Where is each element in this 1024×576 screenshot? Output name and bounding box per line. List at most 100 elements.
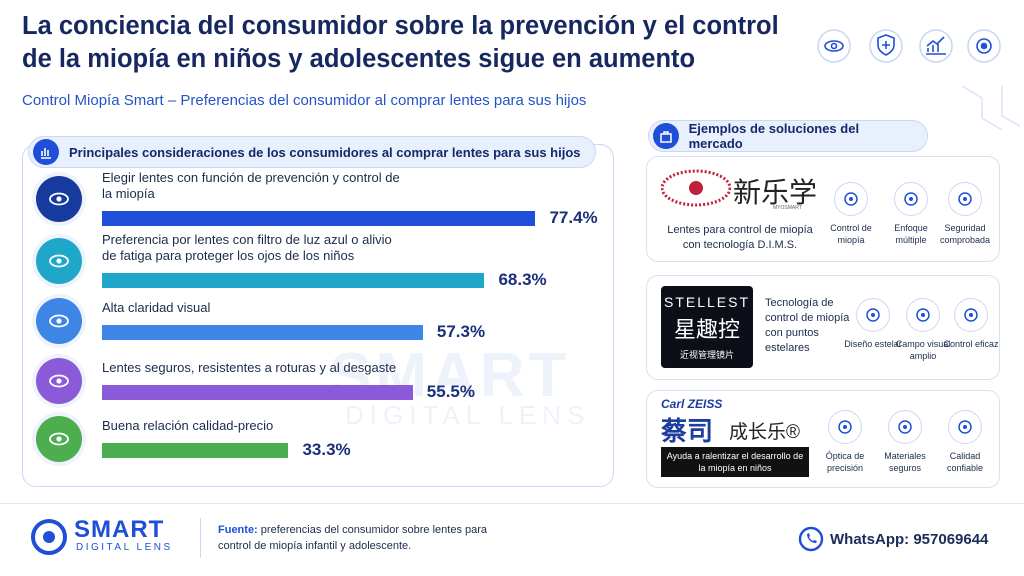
footer-logo-sub: DIGITAL LENS bbox=[76, 542, 173, 553]
chart-row: Preferencia por lentes con filtro de luz… bbox=[36, 232, 606, 290]
feature: Campo visual amplio bbox=[892, 298, 954, 362]
icon bbox=[904, 192, 918, 206]
row-icon bbox=[36, 358, 82, 404]
solutions-header: Ejemplos de soluciones del mercado bbox=[648, 120, 928, 152]
brand-sub: MYOSMART bbox=[773, 205, 802, 211]
feature-label: Óptica de precisión bbox=[825, 451, 865, 473]
icon bbox=[964, 308, 978, 322]
feature-icon bbox=[948, 410, 982, 444]
row-icon bbox=[36, 238, 82, 284]
card-description: Ayuda a ralentizar el desarrollo de la m… bbox=[661, 447, 809, 477]
value-label: 33.3% bbox=[302, 440, 351, 459]
category-label: Lentes seguros, resistentes a roturas y … bbox=[102, 360, 397, 375]
bar-line: 68.3% bbox=[102, 270, 606, 290]
chart-row: Alta claridad visual 57.3% bbox=[36, 292, 606, 350]
feature: Calidad confiable bbox=[934, 410, 996, 474]
value-label: 77.4% bbox=[549, 208, 598, 227]
chart-header-icon bbox=[33, 139, 59, 165]
feature-icon bbox=[834, 182, 868, 216]
icon bbox=[866, 308, 880, 322]
feature-label: Calidad confiable bbox=[946, 451, 984, 473]
row-body: Lentes seguros, resistentes a roturas y … bbox=[102, 360, 606, 402]
icon bbox=[660, 131, 672, 143]
value-label: 55.5% bbox=[426, 382, 475, 401]
divider bbox=[200, 518, 201, 558]
card-description: Lentes para control de miopía con tecnol… bbox=[667, 224, 813, 251]
icon bbox=[49, 314, 69, 328]
watermark-sub: DIGITAL LENS bbox=[345, 400, 591, 430]
card-description: Tecnología de control de miopía con punt… bbox=[765, 297, 850, 354]
icon bbox=[49, 192, 69, 206]
source-label: Fuente: bbox=[218, 524, 258, 536]
chart-row: Buena relación calidad-precio 33.3% bbox=[36, 410, 606, 468]
solution-card: Carl ZEISS 蔡司 成长乐® Ayuda a ralentizar el… bbox=[646, 390, 1000, 488]
icon bbox=[49, 374, 69, 388]
source: Fuente: preferencias del consumidor sobr… bbox=[218, 522, 488, 554]
row-body: Elegir lentes con función de prevención … bbox=[102, 170, 606, 228]
brand-name: STELLEST bbox=[663, 294, 751, 310]
feature: Materiales seguros bbox=[874, 410, 936, 474]
feature: Enfoque múltiple bbox=[880, 182, 942, 246]
brand-name: 新乐学 bbox=[733, 177, 818, 208]
icon bbox=[958, 192, 972, 206]
bar-line: 55.5% bbox=[102, 382, 606, 402]
brand-logo bbox=[661, 169, 731, 207]
feature-label: Control eficaz bbox=[943, 339, 999, 349]
bar bbox=[102, 442, 289, 458]
footer-logo: SMART bbox=[74, 516, 165, 543]
feature: Diseño estelar bbox=[842, 298, 904, 350]
icon bbox=[916, 308, 930, 322]
solutions-title: Ejemplos de soluciones del mercado bbox=[688, 121, 860, 151]
icon bbox=[958, 420, 972, 434]
brand-sub: 近视管理镜片 bbox=[679, 350, 734, 360]
solutions-header-icon bbox=[653, 123, 679, 149]
row-body: Preferencia por lentes con filtro de luz… bbox=[102, 232, 606, 290]
value-label: 68.3% bbox=[498, 270, 547, 289]
feature-icon bbox=[894, 182, 928, 216]
feature-icon bbox=[954, 298, 988, 332]
feature-icon bbox=[856, 298, 890, 332]
bar bbox=[102, 210, 536, 226]
feature: Óptica de precisión bbox=[814, 410, 876, 474]
icon bbox=[844, 192, 858, 206]
chart-row: Elegir lentes con función de prevención … bbox=[36, 170, 606, 228]
bar bbox=[102, 272, 485, 288]
chart-row: Lentes seguros, resistentes a roturas y … bbox=[36, 352, 606, 410]
category-label: Alta claridad visual bbox=[102, 300, 211, 315]
solution-card: 新乐学 MYOSMART Lentes para control de miop… bbox=[646, 156, 1000, 262]
bar-line: 57.3% bbox=[102, 322, 606, 342]
feature-label: Diseño estelar bbox=[844, 339, 902, 349]
row-icon bbox=[36, 176, 82, 222]
value-label: 57.3% bbox=[436, 322, 486, 341]
source-text: preferencias del consumidor sobre lentes… bbox=[218, 524, 488, 552]
bar-line: 77.4% bbox=[102, 208, 606, 228]
brand-name: Carl ZEISS bbox=[661, 397, 723, 411]
bar bbox=[102, 384, 413, 400]
feature: Control de miopía bbox=[820, 182, 882, 246]
subtitle: Control Miopía Smart – Preferencias del … bbox=[22, 92, 587, 109]
whatsapp-icon bbox=[798, 526, 824, 552]
category-label: Buena relación calidad-precio bbox=[102, 418, 274, 433]
brand-logo: STELLEST 星趣控 近视管理镜片 bbox=[661, 286, 753, 368]
feature-label: Campo visual amplio bbox=[895, 339, 951, 361]
brand-name-cn: 星趣控 bbox=[673, 317, 740, 342]
feature: Control eficaz bbox=[940, 298, 1002, 350]
icon bbox=[838, 420, 852, 434]
bar-line: 33.3% bbox=[102, 440, 606, 460]
feature-label: Seguridad comprobada bbox=[939, 223, 991, 245]
row-body: Alta claridad visual 57.3% bbox=[102, 300, 606, 342]
feature-icon bbox=[828, 410, 862, 444]
chart-header: Principales consideraciones de los consu… bbox=[28, 136, 596, 168]
feature: Seguridad comprobada bbox=[934, 182, 996, 246]
icon bbox=[898, 420, 912, 434]
feature-label: Materiales seguros bbox=[884, 451, 926, 473]
row-body: Buena relación calidad-precio 33.3% bbox=[102, 418, 606, 460]
title: La conciencia del consumidor sobre la pr… bbox=[22, 12, 779, 73]
icon bbox=[49, 254, 69, 268]
footer: SMART DIGITAL LENS Fuente: preferencias … bbox=[0, 503, 1024, 576]
category-label: Elegir lentes con función de prevención … bbox=[102, 170, 400, 201]
header-icons bbox=[817, 29, 1021, 131]
footer-logo-icon bbox=[31, 519, 67, 555]
whatsapp[interactable]: WhatsApp: 957069644 bbox=[830, 531, 989, 548]
row-icon bbox=[36, 416, 82, 462]
